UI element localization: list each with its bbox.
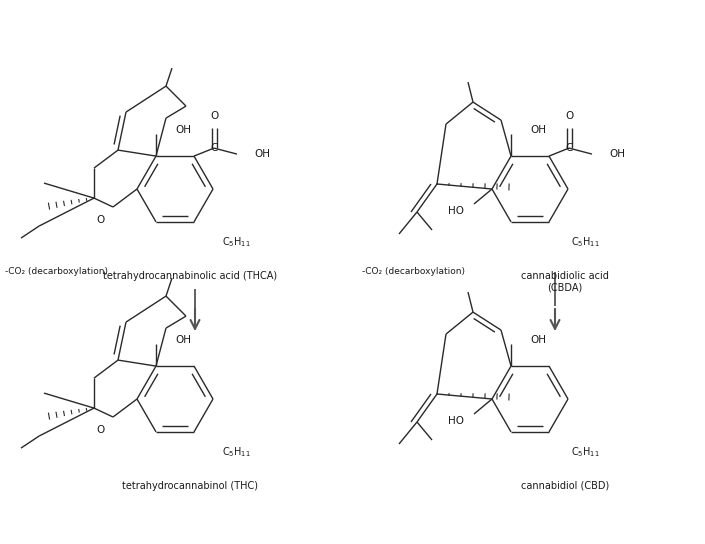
Text: O: O	[97, 215, 105, 225]
Text: tetrahydrocannabinol (THC): tetrahydrocannabinol (THC)	[122, 481, 258, 491]
Text: OH: OH	[175, 125, 191, 135]
Text: tetrahydrocannabinolic acid (THCA): tetrahydrocannabinolic acid (THCA)	[103, 271, 277, 281]
Text: HO: HO	[448, 416, 464, 426]
Text: -CO₂ (decarboxylation): -CO₂ (decarboxylation)	[5, 268, 108, 276]
Text: cannabidiol (CBD): cannabidiol (CBD)	[521, 481, 609, 491]
Text: OH: OH	[530, 125, 546, 135]
Text: cannabidiolic acid
(CBDA): cannabidiolic acid (CBDA)	[521, 271, 609, 293]
Text: C$_5$H$_{11}$: C$_5$H$_{11}$	[222, 235, 251, 249]
Text: HO: HO	[448, 206, 464, 216]
Text: O: O	[97, 425, 105, 435]
Text: C$_5$H$_{11}$: C$_5$H$_{11}$	[571, 445, 600, 459]
Text: C: C	[210, 143, 218, 153]
Text: O: O	[210, 111, 218, 121]
Text: C: C	[565, 143, 572, 153]
Text: C$_5$H$_{11}$: C$_5$H$_{11}$	[222, 445, 251, 459]
Text: OH: OH	[254, 149, 270, 159]
Text: OH: OH	[175, 335, 191, 345]
Text: C$_5$H$_{11}$: C$_5$H$_{11}$	[571, 235, 600, 249]
Text: -CO₂ (decarboxylation): -CO₂ (decarboxylation)	[362, 268, 465, 276]
Text: O: O	[565, 111, 573, 121]
Text: OH: OH	[530, 335, 546, 345]
Text: OH: OH	[609, 149, 625, 159]
